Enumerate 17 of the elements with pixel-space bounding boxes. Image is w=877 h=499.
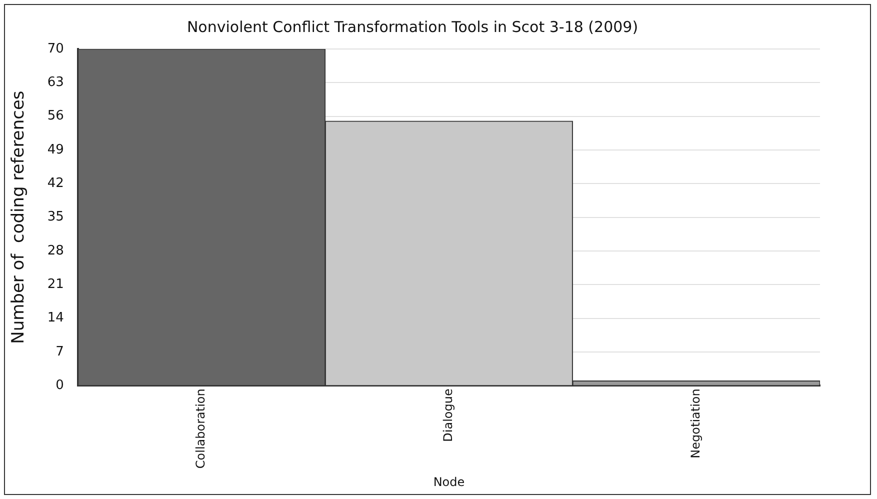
x-axis-title: Node (433, 474, 465, 489)
y-tick-label: 35 (47, 210, 64, 225)
y-axis-title: Number of coding references (8, 90, 29, 344)
y-tick-label: 28 (47, 243, 64, 258)
chart-title: Nonviolent Conflict Transformation Tools in Scot 3-18 (2009) (186, 18, 638, 36)
x-tick-label: Negotiation (688, 388, 702, 458)
x-tick-label: Dialogue (441, 388, 456, 442)
y-tick-label: 7 (56, 344, 64, 360)
y-tick-label: 21 (47, 277, 64, 292)
y-tick-label: 0 (56, 378, 64, 393)
x-tick-label: Collaboration (194, 388, 208, 469)
y-tick-label: 49 (47, 142, 64, 158)
y-tick-label: 70 (47, 41, 64, 56)
y-tick-label: 14 (47, 310, 64, 326)
y-tick-label: 56 (47, 108, 64, 124)
y-tick-label: 63 (47, 75, 64, 90)
y-tick-label: 42 (47, 176, 64, 192)
